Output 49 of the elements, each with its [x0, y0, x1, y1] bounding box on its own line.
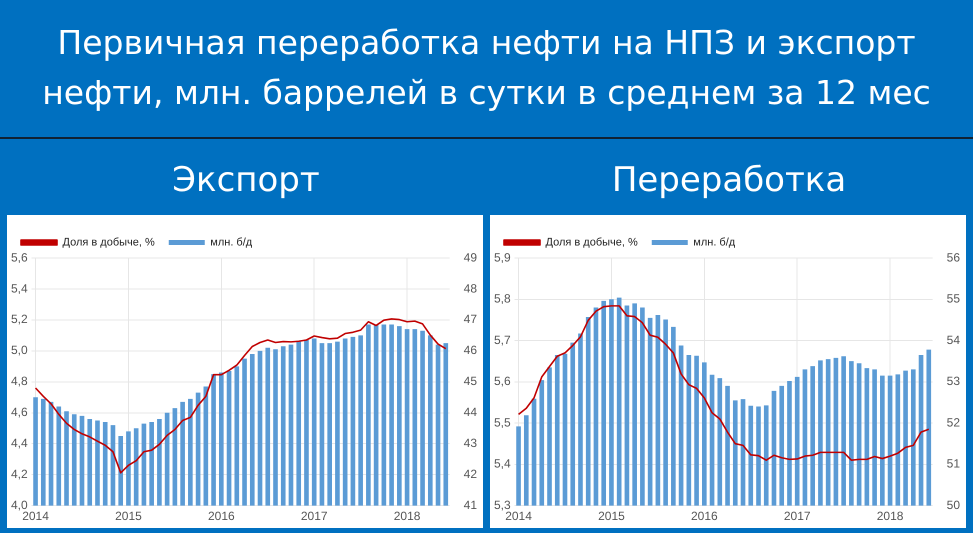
- x-tick-label: 2014: [22, 509, 50, 524]
- y-tick-label: 5,4: [10, 281, 28, 296]
- y2-tick-label: 41: [464, 498, 478, 512]
- y2-tick-label: 52: [946, 415, 960, 430]
- y-tick-label: 5,5: [494, 415, 511, 430]
- chart-subtitle: Экспорт: [171, 160, 321, 200]
- y-tick-label: 5,7: [494, 332, 511, 347]
- y2-tick-label: 45: [464, 374, 478, 388]
- y-tick-label: 4,0: [10, 498, 28, 512]
- y2-tick-label: 48: [464, 281, 478, 296]
- x-tick-label: 2018: [876, 509, 904, 524]
- y2-tick-label: 46: [464, 343, 478, 358]
- legend-label: Доля в добыче, %: [62, 236, 155, 249]
- y2-tick-label: 55: [946, 292, 960, 306]
- y-tick-label: 5,6: [10, 250, 28, 264]
- chart-title: Первичная переработка нефти на НПЗ и экспорт нефти, млн. баррелей в сутки в среднем за 12 мес: [41, 22, 932, 114]
- x-tick-label: 2016: [690, 509, 718, 524]
- y2-tick-label: 56: [946, 250, 960, 264]
- y-tick-label: 4,8: [10, 374, 28, 388]
- x-tick-label: 2018: [394, 509, 421, 524]
- y2-tick-label: 44: [464, 405, 478, 420]
- legend-label: млн. б/д: [210, 236, 253, 249]
- y2-tick-label: 42: [464, 466, 478, 481]
- y-tick-label: 5,4: [494, 456, 511, 471]
- y-tick-label: 4,6: [10, 405, 28, 420]
- y-tick-label: 5,8: [494, 292, 511, 306]
- y2-tick-label: 54: [946, 332, 960, 347]
- y-tick-label: 5,6: [494, 374, 511, 388]
- x-tick-label: 2017: [300, 509, 328, 524]
- legend-label: Доля в добыче, %: [546, 236, 638, 249]
- y2-tick-label: 50: [946, 498, 960, 512]
- x-tick-label: 2014: [505, 509, 532, 524]
- legend-label: млн. б/д: [693, 236, 736, 249]
- y-tick-label: 5,3: [494, 498, 511, 512]
- x-tick-label: 2015: [115, 509, 142, 524]
- y2-tick-label: 49: [464, 250, 478, 264]
- y-tick-label: 5,0: [10, 343, 28, 358]
- y2-tick-label: 43: [464, 436, 478, 450]
- x-tick-label: 2017: [784, 509, 811, 524]
- y-tick-label: 4,4: [10, 436, 28, 450]
- x-tick-label: 2016: [208, 509, 235, 524]
- y2-tick-label: 53: [946, 374, 960, 388]
- y-tick-label: 4,2: [10, 466, 28, 481]
- y2-tick-label: 47: [464, 312, 478, 326]
- chart-subtitle: Переработка: [610, 160, 848, 200]
- x-tick-label: 2015: [598, 509, 626, 524]
- y-tick-label: 5,9: [494, 250, 511, 264]
- y2-tick-label: 51: [946, 456, 960, 471]
- y-tick-label: 5,2: [10, 312, 28, 326]
